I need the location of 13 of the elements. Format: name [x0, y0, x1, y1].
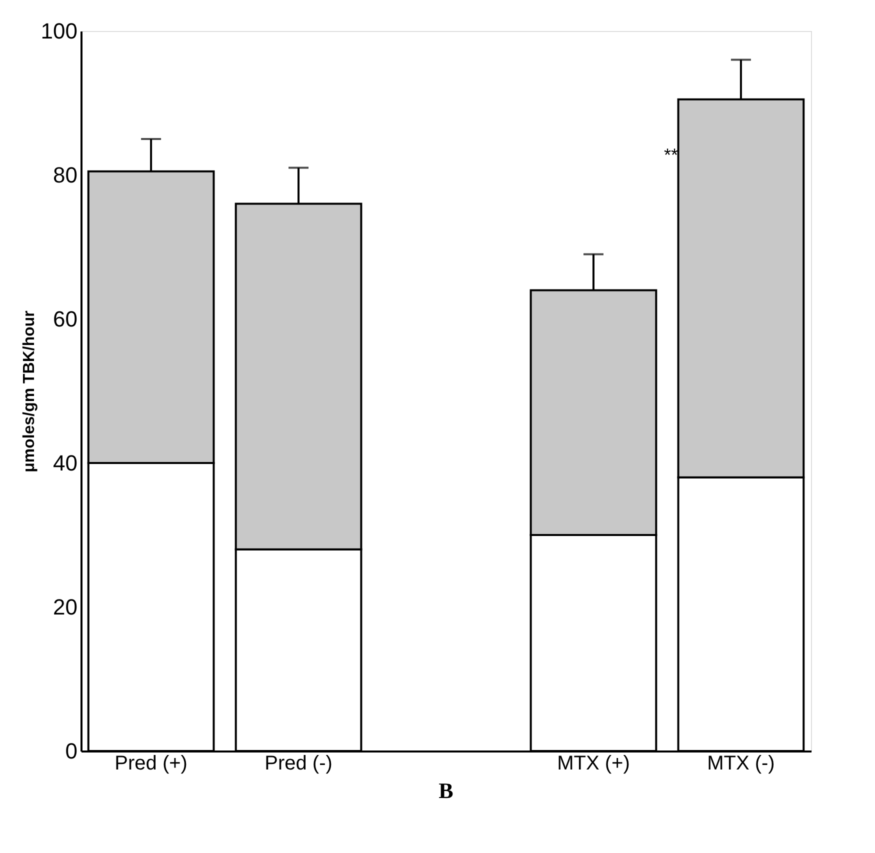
y-tick-label: 20: [53, 594, 78, 620]
y-tick-label: 60: [53, 306, 78, 332]
x-tick-label: MTX (-): [707, 752, 775, 774]
text: B: [438, 778, 454, 803]
y-tick-label: 100: [40, 18, 78, 44]
y-axis-title: μmoles/gm TBK/hour: [20, 310, 38, 472]
annotation: **: [664, 145, 678, 165]
x-tick-label: Pred (+): [114, 752, 188, 774]
y-tick-label: 40: [53, 450, 78, 476]
x-tick-label: MTX (+): [557, 752, 630, 774]
y-tick-label: 80: [53, 162, 78, 188]
y-tick-label: 0: [65, 738, 78, 764]
x-tick-label: Pred (-): [264, 752, 332, 774]
